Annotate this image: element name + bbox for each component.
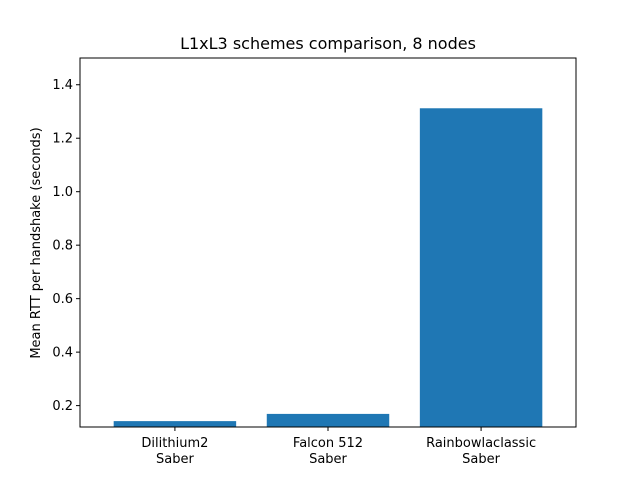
x-tick-label: Saber: [309, 452, 347, 467]
y-tick-label: 0.4: [52, 346, 73, 361]
y-tick-label: 0.2: [52, 399, 73, 414]
bar-group: [113, 108, 543, 428]
bar: [419, 108, 543, 428]
x-tick-label: Saber: [156, 452, 194, 467]
y-tick-label: 0.6: [52, 292, 73, 307]
x-tick-label: Rainbowlaclassic: [426, 436, 536, 451]
x-tick-label: Dilithium2: [141, 436, 208, 451]
y-tick-label: 1.0: [52, 185, 73, 200]
y-tick-label: 1.4: [52, 78, 73, 93]
x-tick-label: Falcon 512: [293, 436, 363, 451]
chart-title: L1xL3 schemes comparison, 8 nodes: [180, 34, 476, 53]
bar: [266, 413, 390, 427]
y-tick-label: 1.2: [52, 132, 73, 147]
y-axis: 0.2 0.4 0.6 0.8 1.0 1.2 1.4: [52, 78, 80, 414]
x-tick-label: Saber: [462, 452, 500, 467]
bar: [113, 421, 237, 427]
y-tick-label: 0.8: [52, 239, 73, 254]
plot-frame: [79, 57, 577, 428]
y-axis-label: Mean RTT per handshake (seconds): [29, 127, 44, 358]
